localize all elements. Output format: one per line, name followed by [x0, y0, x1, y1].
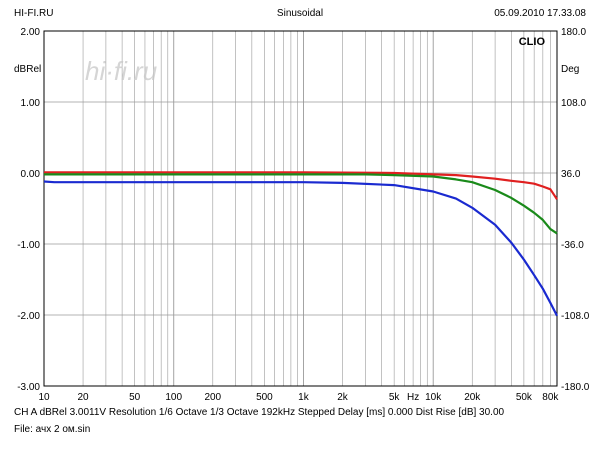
- x-tick-label: 80k: [542, 392, 559, 403]
- x-tick-label: 20: [77, 392, 89, 403]
- x-axis-label: Hz: [407, 392, 419, 403]
- series-line-3: [43, 180, 558, 317]
- x-tick-label: 50: [129, 392, 141, 403]
- series-line-1: [44, 171, 558, 200]
- x-tick-label: 500: [256, 392, 273, 403]
- brand-label: CLIO: [519, 36, 546, 48]
- series-layer: [43, 171, 558, 317]
- y2-tick-label: -36.0: [561, 240, 584, 251]
- x-tick-label: 20k: [464, 392, 481, 403]
- y-tick-label: -3.00: [17, 382, 40, 393]
- header-right-text: 05.09.2010 17.33.08: [494, 8, 586, 19]
- x-tick-label: 100: [165, 392, 182, 403]
- tick-labels: 10 20 50 100 200 500 1k 2k 5k 10k 20k 50k 80k Hz 2.00 1…: [17, 27, 590, 403]
- series-line-2: [44, 173, 558, 235]
- header-center-text: Sinusoidal: [276, 8, 324, 19]
- y-tick-label: 2.00: [21, 27, 41, 38]
- footer-file-text: File: ачх 2 ом.sin: [14, 424, 91, 435]
- y2-tick-label: 36.0: [561, 169, 581, 180]
- y-axis-label: dBRel: [14, 64, 41, 75]
- x-tick-label: 5k: [389, 392, 401, 403]
- grid-lines: [44, 31, 557, 386]
- watermark-text: hi·fi.ru: [85, 56, 157, 86]
- footer-settings-text: CH A dBRel 3.0011V Resolution 1/6 Octave…: [14, 407, 505, 418]
- y2-tick-label: -180.0: [561, 382, 590, 393]
- x-tick-label: 1k: [298, 392, 310, 403]
- y2-tick-label: 180.0: [561, 27, 586, 38]
- y2-tick-label: 108.0: [561, 98, 586, 109]
- x-tick-label: 50k: [516, 392, 533, 403]
- header-left-text: HI-FI.RU: [14, 8, 54, 19]
- x-tick-label: 200: [204, 392, 221, 403]
- y2-axis-label: Deg: [561, 64, 579, 75]
- plot-frame: [43, 30, 558, 387]
- y-tick-label: 1.00: [21, 98, 41, 109]
- y-tick-label: 0.00: [21, 169, 41, 180]
- x-tick-label: 2k: [337, 392, 349, 403]
- x-tick-label: 10: [38, 392, 50, 403]
- y2-tick-label: -108.0: [561, 311, 590, 322]
- y-tick-label: -1.00: [17, 240, 40, 251]
- y-tick-label: -2.00: [17, 311, 40, 322]
- x-tick-label: 10k: [425, 392, 442, 403]
